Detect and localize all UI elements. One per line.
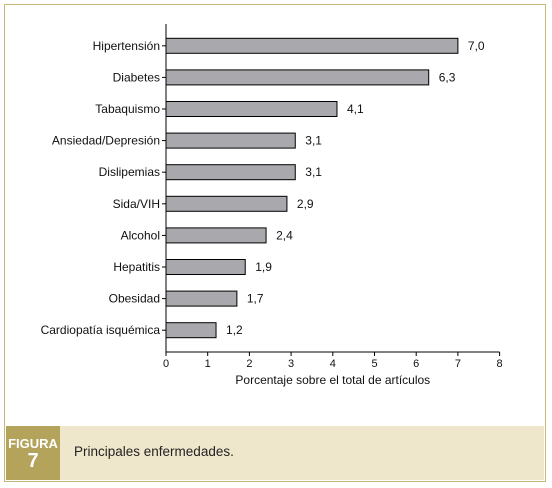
value-label: 4,1 (347, 102, 364, 116)
bar (165, 101, 338, 117)
x-axis-title: Porcentaje sobre el total de artículos (235, 373, 430, 387)
bar (165, 37, 459, 54)
value-label: 1,2 (226, 323, 243, 337)
x-tick-label: 6 (413, 358, 419, 370)
value-label: 1,7 (247, 292, 264, 306)
bar-chart: Hipertensión 7,0 Diabetes 6,3 Tabaquismo 4,1 A… (41, 24, 503, 387)
value-label: 7,0 (468, 39, 485, 53)
value-label: 3,1 (305, 134, 322, 148)
figure-caption: Principales enfermedades. (74, 444, 234, 459)
bar (165, 69, 430, 86)
x-tick-label: 0 (163, 358, 169, 370)
figure-number-box: FIGURA 7 (6, 426, 60, 480)
x-tick-label: 8 (497, 358, 503, 370)
figure-frame: Hipertensión 7,0 Diabetes 6,3 Tabaquismo 4,1 A… (4, 4, 546, 482)
x-tick-label: 7 (455, 358, 461, 370)
caption-band: FIGURA 7 Principales enfermedades. (6, 426, 544, 480)
bar (165, 195, 288, 212)
category-label: Obesidad (109, 292, 160, 306)
value-label: 6,3 (439, 70, 456, 84)
category-label: Cardiopatía isquémica (41, 323, 161, 337)
x-tick-label: 2 (246, 358, 252, 370)
category-label: Diabetes (113, 70, 160, 84)
value-label: 2,9 (297, 197, 314, 211)
bar (165, 290, 238, 307)
value-label: 1,9 (255, 260, 272, 274)
category-label: Hipertensión (93, 39, 160, 53)
x-tick-label: 4 (330, 358, 336, 370)
bar (165, 227, 267, 244)
category-label: Sida/VIH (113, 197, 160, 211)
category-label: Ansiedad/Depresión (52, 134, 160, 148)
x-tick-label: 3 (288, 358, 294, 370)
category-label: Dislipemias (99, 165, 160, 179)
category-label: Hepatitis (113, 260, 160, 274)
category-label: Alcohol (121, 228, 160, 242)
value-label: 3,1 (305, 165, 322, 179)
figure-number: 7 (27, 450, 39, 472)
x-tick-label: 1 (205, 358, 211, 370)
bar (165, 164, 296, 181)
value-label: 2,4 (276, 228, 293, 242)
bar (165, 322, 217, 339)
bar (165, 259, 246, 275)
figure-label: FIGURA (8, 436, 58, 451)
bar (165, 132, 296, 149)
x-tick-label: 5 (371, 358, 377, 370)
category-label: Tabaquismo (95, 102, 160, 116)
